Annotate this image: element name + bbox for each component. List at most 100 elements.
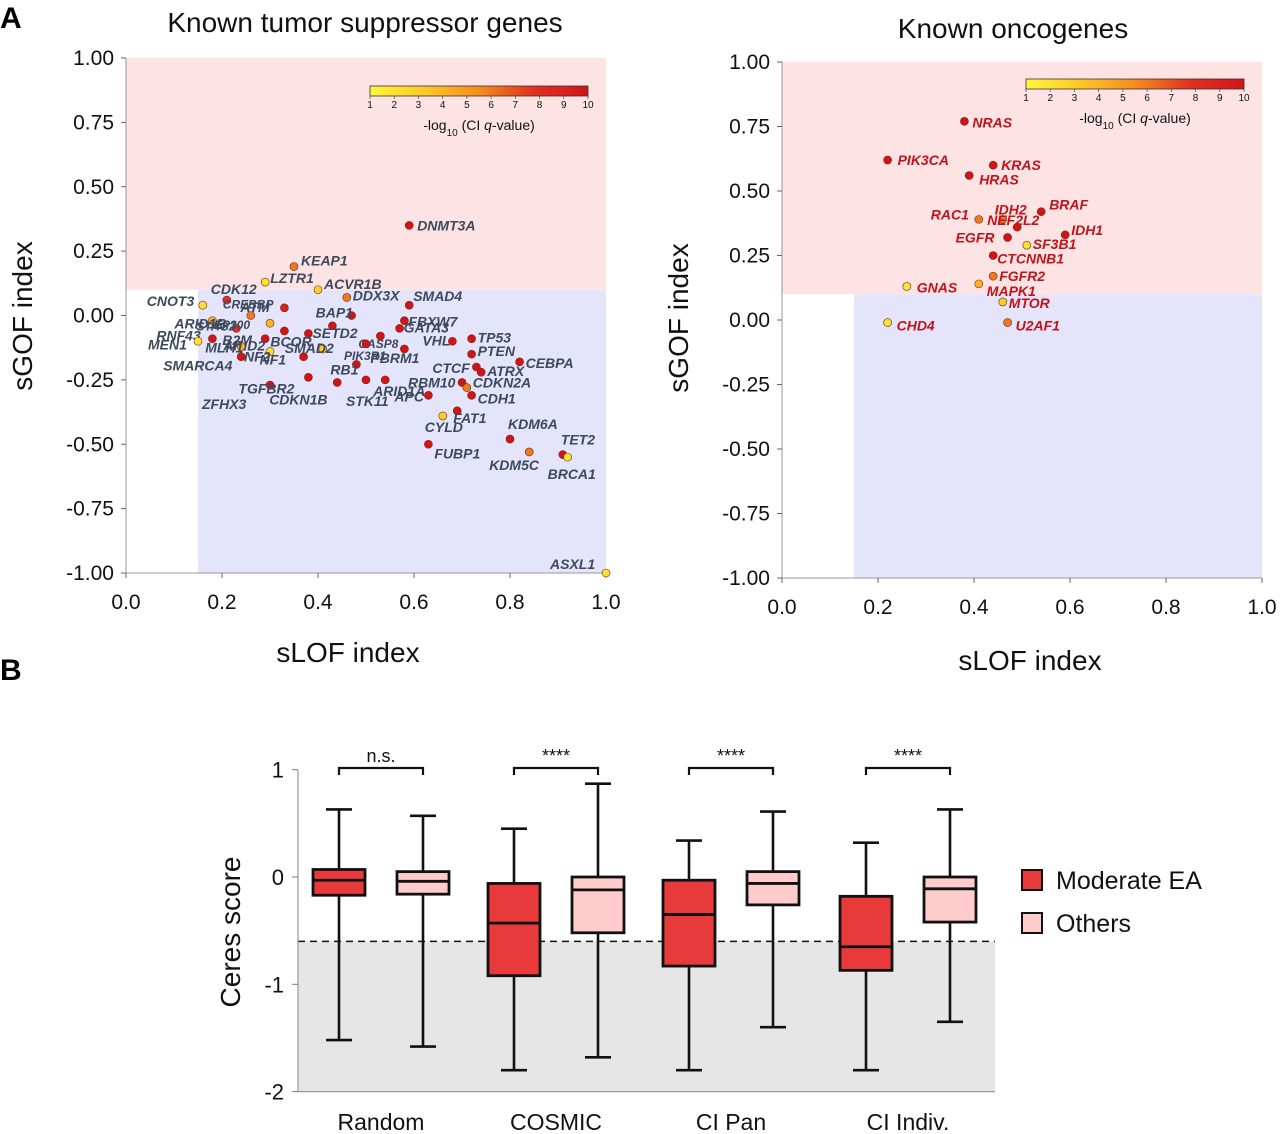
point-label-vhl: VHL: [422, 332, 450, 348]
y-tick-label: -0.25: [722, 374, 770, 397]
point-label-rac1: RAC1: [931, 206, 969, 222]
point-label-mapk1: MAPK1: [987, 283, 1036, 299]
point-label-mlh1: MLH1: [205, 339, 243, 355]
category-label: COSMIC: [510, 1109, 602, 1134]
point-label-idh1: IDH1: [1071, 222, 1103, 238]
scatter2-xlabel: sLOF index: [958, 645, 1101, 676]
point-label-atrx: ATRX: [486, 363, 526, 379]
point-label-men1: MEN1: [148, 336, 187, 352]
box-others-random: [395, 814, 451, 1048]
point-kras: [988, 160, 998, 170]
colorbar-tick-label: 3: [1072, 93, 1078, 104]
colorbar-tick-label: 7: [513, 100, 519, 111]
point-label-lztr1: LZTR1: [270, 270, 314, 286]
y-tick-label: 1.00: [729, 51, 770, 74]
point-chd4: [883, 318, 892, 327]
gof-region: [126, 58, 606, 290]
point-label-cnot3: CNOT3: [147, 293, 195, 309]
point-men1: [193, 336, 203, 346]
colorbar: [369, 85, 589, 97]
box-iqr: [395, 870, 451, 896]
point-brca1: [563, 452, 572, 462]
legend-label: Others: [1056, 910, 1131, 938]
colorbar-tick-label: 4: [1096, 93, 1102, 104]
point-label-gnas: GNAS: [917, 279, 958, 295]
point-label-crebbp: CREBBP: [223, 298, 275, 312]
scatter1-ylabel: sGOF index: [7, 241, 38, 390]
point-ddx3x: [342, 293, 352, 302]
point-label-cebpa: CEBPA: [526, 355, 574, 371]
point-gata3: [395, 324, 404, 333]
point-label-nf2: NF2: [244, 349, 271, 365]
point-nf2: [265, 347, 275, 356]
point-hras: [964, 171, 974, 180]
x-tick-label: 0.2: [863, 596, 892, 619]
scatter2-ylabel: sGOF index: [663, 243, 694, 392]
y-tick-label: 0.00: [729, 309, 770, 332]
point-label-cdkn1b: CDKN1B: [269, 391, 327, 407]
point-kdm6a: [505, 434, 515, 444]
y-tick-label: -1.00: [722, 567, 770, 590]
point-label-smad2: SMAD2: [285, 340, 334, 356]
point-arid1b: [208, 316, 217, 325]
point-atrx: [476, 367, 486, 377]
point-fubp1: [424, 439, 433, 449]
point-label-rnf43: RNF43: [156, 328, 201, 344]
point-label-fubp1: FUBP1: [434, 445, 480, 461]
point-label-dnmt3a: DNMT3A: [417, 217, 475, 233]
point-label-rbm10: RBM10: [408, 374, 456, 390]
point-label-asxl1: ASXL1: [549, 556, 595, 572]
point-pik3r1: [361, 339, 371, 349]
point-label-keap1: KEAP1: [301, 253, 348, 269]
ceres-boxplot: Ceres score 1 0 -1 -2 Random n.s. COSMIC **** CI…: [215, 746, 1202, 1134]
point-label-tgfbr2: TGFBR2: [238, 380, 294, 396]
point-idh1: [1060, 230, 1070, 240]
point-label-cdk12: CDK12: [211, 281, 257, 297]
point-label-u2af1: U2AF1: [1016, 318, 1061, 334]
point-label-apc: APC: [393, 388, 424, 404]
point-smarca4: [236, 352, 246, 362]
colorbar-tick-label: 2: [391, 100, 397, 111]
point-ep300: [265, 318, 275, 328]
legend-swatch: [1021, 869, 1043, 891]
colorbar-tick-label: 3: [416, 100, 422, 111]
point-label-arid1a: ARID1A: [372, 383, 425, 399]
point-pten: [467, 349, 476, 359]
colorbar-tick-label: 6: [1144, 93, 1150, 104]
colorbar: [1025, 78, 1245, 90]
point-label-smarca4: SMARCA4: [163, 358, 232, 374]
box-iqr: [922, 875, 978, 924]
point-pbrm1: [400, 344, 409, 354]
point-label-pik3r1: PIK3R1: [344, 349, 386, 363]
x-tick-label: 0.0: [767, 596, 796, 619]
point-label-bcor: BCOR: [270, 334, 312, 350]
point-lztr1: [260, 277, 270, 287]
point-mlh1: [236, 342, 246, 351]
point-pik3ca: [883, 155, 892, 165]
point-label-stk11: STK11: [346, 393, 389, 409]
point-rnf43: [208, 334, 217, 343]
point-label-rb1: RB1: [330, 361, 358, 377]
x-tick-label: 0.8: [1151, 596, 1180, 619]
panel-letter-b: B: [0, 654, 22, 687]
point-arid1a: [380, 375, 390, 385]
colorbar-tick-label: 1: [367, 100, 373, 111]
point-label-kdm6a: KDM6A: [508, 416, 558, 432]
colorbar-tick-label: 5: [1120, 93, 1126, 104]
point-asxl1: [601, 568, 611, 578]
point-u2af1: [1003, 318, 1012, 327]
category-label: Random: [338, 1109, 425, 1134]
box-iqr: [661, 878, 717, 968]
point-label-setd2: SETD2: [312, 325, 357, 341]
point-mtor: [998, 297, 1008, 307]
colorbar-tick-label: 4: [440, 100, 446, 111]
point-label-zfhx3: ZFHX3: [201, 396, 247, 412]
point-cnot3: [198, 300, 208, 310]
point-label-nf1: NF1: [260, 352, 287, 368]
point-label-stag2: STAG2: [196, 319, 235, 333]
point-b2m: [280, 326, 289, 336]
point-label-pten: PTEN: [478, 343, 516, 359]
significance-bracket: [512, 766, 600, 775]
point-zfhx3: [265, 380, 275, 390]
point-setd2: [328, 321, 337, 331]
